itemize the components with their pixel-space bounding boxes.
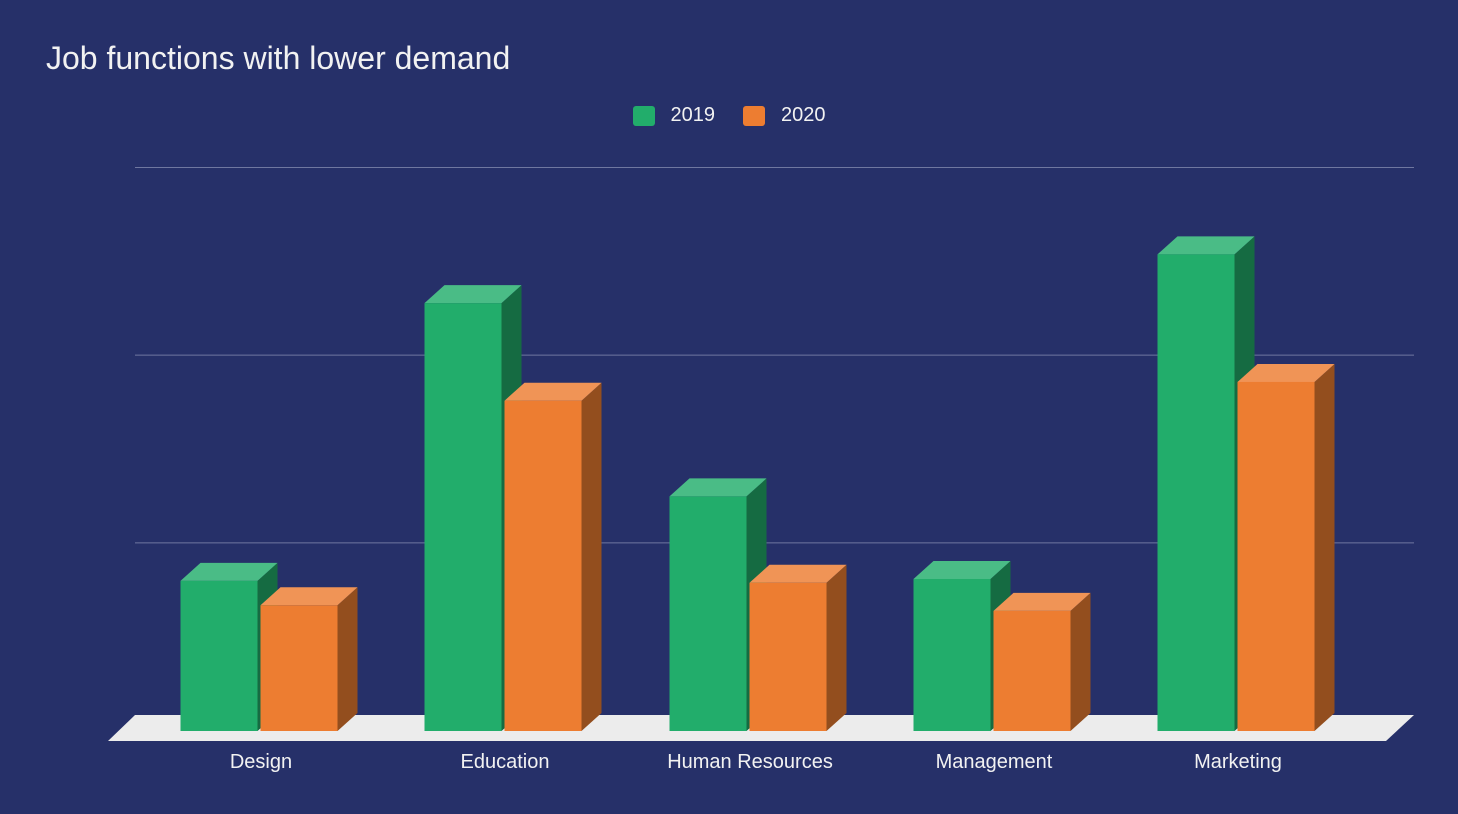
bar-2020-human-resources[interactable] xyxy=(749,564,847,731)
bar-top xyxy=(180,562,278,581)
chart-title: Job functions with lower demand xyxy=(46,40,511,76)
bar-front xyxy=(749,582,827,731)
bar-front xyxy=(504,400,582,731)
x-tick-label: Human Resources xyxy=(667,751,833,773)
bar-front xyxy=(1157,254,1235,731)
x-tick-label: Management xyxy=(936,751,1053,773)
bar-2020-management[interactable] xyxy=(993,592,1091,731)
bar-top xyxy=(1237,363,1335,382)
bar-top xyxy=(749,564,847,583)
bar-2020-design[interactable] xyxy=(260,587,358,731)
bar-front xyxy=(913,578,991,731)
legend-item-2019[interactable]: 2019 xyxy=(632,104,716,127)
legend-item-2020[interactable]: 2020 xyxy=(743,104,826,127)
bar-top xyxy=(669,478,767,497)
bar-2020-education[interactable] xyxy=(504,382,602,731)
bar-top xyxy=(993,592,1091,611)
bar-top xyxy=(1157,236,1255,255)
bar-side xyxy=(581,382,602,731)
bar-front xyxy=(669,496,747,731)
category-labels: Design Education Human Resources Management… xyxy=(230,751,1282,773)
legend-label-2019: 2019 xyxy=(670,104,716,126)
x-tick-label: Education xyxy=(461,751,550,773)
bar-top xyxy=(260,587,358,606)
bar-top xyxy=(913,560,1011,579)
bar-side xyxy=(337,587,358,731)
bar-front xyxy=(180,580,258,731)
legend-label-2020: 2020 xyxy=(781,104,826,126)
bar-top xyxy=(424,285,522,304)
bar-2020-marketing[interactable] xyxy=(1237,363,1335,731)
bar-front xyxy=(1237,381,1315,731)
bar-side xyxy=(1070,592,1091,731)
bar-side xyxy=(1314,363,1335,731)
bar-front xyxy=(993,610,1071,731)
bar-front xyxy=(424,303,502,731)
bar-side xyxy=(826,564,847,731)
x-tick-label: Marketing xyxy=(1194,751,1282,773)
bar-top xyxy=(504,382,602,401)
bar-front xyxy=(260,605,338,731)
x-tick-label: Design xyxy=(230,751,292,773)
bars xyxy=(180,236,1335,731)
legend-swatch-2020 xyxy=(743,105,765,126)
legend-swatch-2019 xyxy=(632,105,655,126)
chart-legend: 2019 2020 xyxy=(0,104,1458,127)
